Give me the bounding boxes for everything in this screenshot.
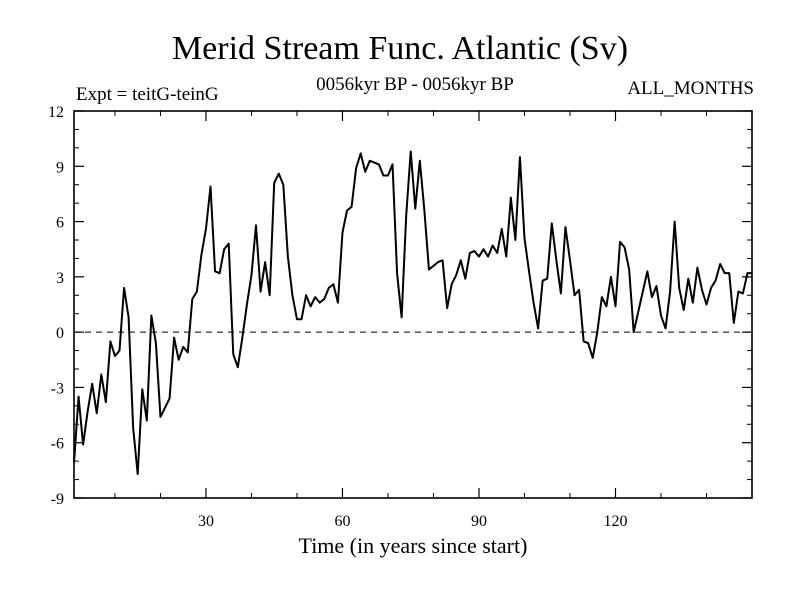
y-tick-label: 6 <box>56 215 64 232</box>
y-tick-label: 3 <box>56 270 64 287</box>
months-label: ALL_MONTHS <box>627 78 754 99</box>
tick-labels: -9 -6 -3 0 3 6 9 12 30 60 90 120 <box>48 104 627 530</box>
x-axis-label: Time (in years since start) <box>299 533 528 558</box>
y-tick-label: 9 <box>56 159 64 176</box>
series-layer <box>73 150 752 476</box>
x-tick-label: 120 <box>603 513 627 530</box>
y-tick-label: 0 <box>56 325 64 342</box>
y-tick-label: -6 <box>51 436 64 453</box>
plot-frame <box>73 110 753 499</box>
x-tick-label: 30 <box>198 513 214 530</box>
period-label: 0056kyr BP - 0056kyr BP <box>316 74 514 95</box>
x-tick-label: 90 <box>471 513 487 530</box>
y-tick-label: -3 <box>51 380 64 397</box>
series-line <box>73 150 752 476</box>
x-tick-label: 60 <box>334 513 350 530</box>
experiment-label: Expt = teitG-teinG <box>76 84 219 105</box>
y-tick-label: -9 <box>51 491 64 508</box>
y-tick-label: 12 <box>48 104 64 121</box>
chart-title: Merid Stream Func. Atlantic (Sv) <box>171 30 629 67</box>
